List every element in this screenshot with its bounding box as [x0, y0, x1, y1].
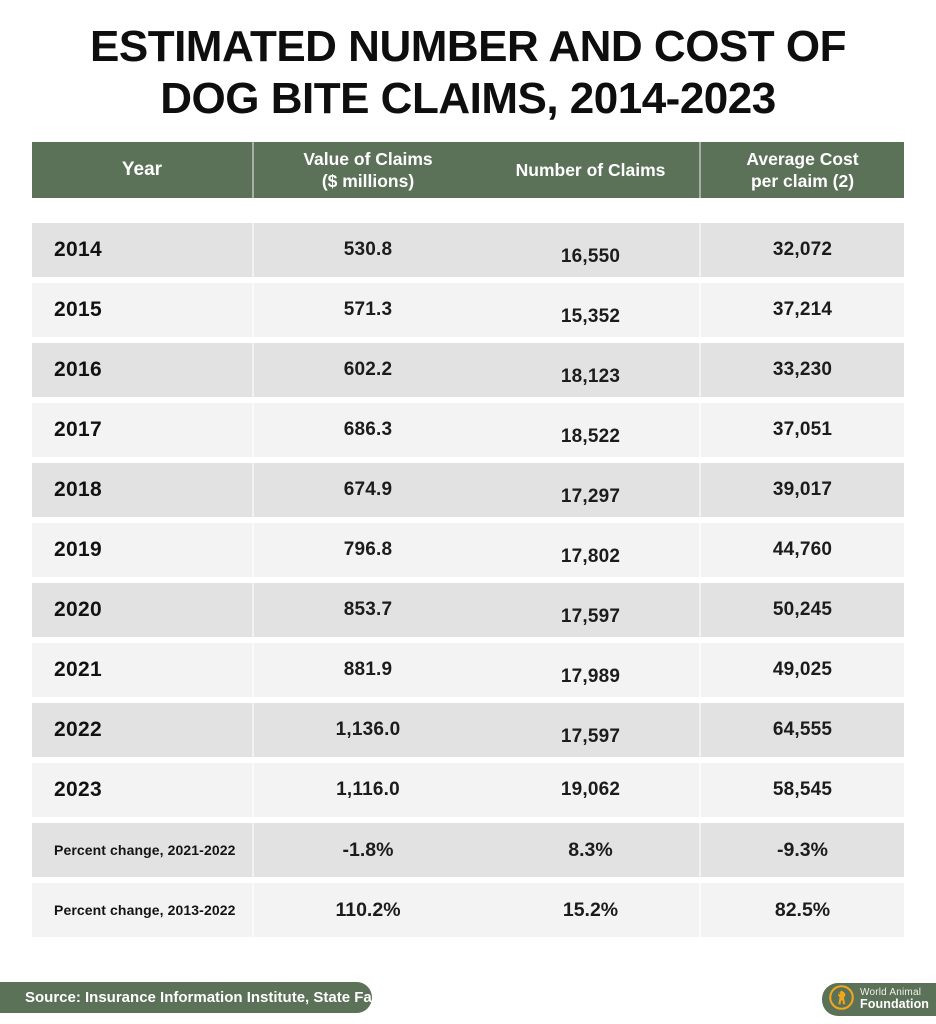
- percent-change-row: Percent change, 2013-2022 110.2% 15.2% 8…: [32, 883, 904, 937]
- avg-cost-cell: 32,072: [699, 223, 904, 277]
- value-cell: 796.8: [252, 523, 482, 577]
- column-header-number: Number of Claims: [482, 142, 699, 198]
- number-cell: 18,123: [560, 366, 621, 387]
- brand-bar: World Animal Foundation: [822, 983, 936, 1016]
- table-row: 2022 1,136.0 17,597 64,555: [32, 703, 904, 757]
- value-cell: 853.7: [252, 583, 482, 637]
- avg-cost-cell: 64,555: [699, 703, 904, 757]
- percent-number-cell: 15.2%: [562, 898, 619, 921]
- table-row: 2017 686.3 18,522 37,051: [32, 403, 904, 457]
- table-row: 2023 1,116.0 19,062 58,545: [32, 763, 904, 817]
- percent-change-row: Percent change, 2021-2022 -1.8% 8.3% -9.…: [32, 823, 904, 877]
- page-title-line2: DOG BITE CLAIMS, 2014-2023: [160, 74, 776, 123]
- year-cell: 2019: [54, 538, 102, 561]
- table-row: 2020 853.7 17,597 50,245: [32, 583, 904, 637]
- percent-avg-cost-cell: -9.3%: [699, 823, 904, 877]
- avg-cost-cell: 37,214: [699, 283, 904, 337]
- column-header-value: Value of Claims ($ millions): [252, 142, 482, 198]
- number-cell: 17,989: [560, 666, 621, 687]
- column-header-avg-cost: Average Cost per claim (2): [699, 142, 904, 198]
- table-row: 2016 602.2 18,123 33,230: [32, 343, 904, 397]
- column-header-year: Year: [32, 142, 252, 198]
- number-cell: 18,522: [560, 426, 621, 447]
- number-cell: 15,352: [560, 306, 621, 327]
- value-cell: 686.3: [252, 403, 482, 457]
- avg-cost-cell: 37,051: [699, 403, 904, 457]
- year-cell: 2021: [54, 658, 102, 681]
- source-bar: Source: Insurance Information Institute,…: [0, 982, 391, 1013]
- percent-avg-cost-cell: 82.5%: [699, 883, 904, 937]
- number-cell: 19,062: [560, 779, 621, 800]
- percent-label-cell: Percent change, 2021-2022: [54, 842, 236, 858]
- avg-cost-cell: 58,545: [699, 763, 904, 817]
- page-title-line1: ESTIMATED NUMBER AND COST OF: [90, 22, 846, 71]
- value-cell: 1,116.0: [252, 763, 482, 817]
- number-cell: 17,802: [560, 546, 621, 567]
- brand-text: World Animal Foundation: [860, 986, 930, 1012]
- page-title: ESTIMATED NUMBER AND COST OF DOG BITE CL…: [0, 21, 936, 125]
- percent-number-cell: 8.3%: [568, 838, 613, 861]
- table-header: Year Value of Claims ($ millions) Number…: [32, 142, 904, 198]
- value-cell: 881.9: [252, 643, 482, 697]
- column-header-year-label: Year: [121, 159, 163, 180]
- table-row: 2015 571.3 15,352 37,214: [32, 283, 904, 337]
- avg-cost-cell: 33,230: [699, 343, 904, 397]
- brand-name-line2: Foundation: [860, 997, 930, 1012]
- value-cell: 674.9: [252, 463, 482, 517]
- number-cell: 17,597: [560, 726, 621, 747]
- table-row: 2014 530.8 16,550 32,072: [32, 223, 904, 277]
- column-header-value-label: Value of Claims: [303, 149, 433, 169]
- source-text: Source: Insurance Information Institute,…: [25, 989, 391, 1006]
- brand-name-line1: World Animal: [860, 986, 922, 998]
- table-row: 2021 881.9 17,989 49,025: [32, 643, 904, 697]
- value-cell: 1,136.0: [252, 703, 482, 757]
- number-cell: 16,550: [560, 246, 621, 267]
- avg-cost-cell: 49,025: [699, 643, 904, 697]
- year-cell: 2018: [54, 478, 102, 501]
- year-cell: 2023: [54, 778, 102, 801]
- column-header-number-label: Number of Claims: [515, 160, 666, 180]
- year-cell: 2020: [54, 598, 102, 621]
- year-cell: 2016: [54, 358, 102, 381]
- percent-value-cell: 110.2%: [252, 883, 482, 937]
- column-header-avg-cost-label: Average Cost: [746, 149, 859, 169]
- table-row: 2018 674.9 17,297 39,017: [32, 463, 904, 517]
- year-cell: 2015: [54, 298, 102, 321]
- value-cell: 602.2: [252, 343, 482, 397]
- column-header-avg-cost-sublabel: per claim (2): [750, 171, 855, 191]
- year-cell: 2014: [54, 238, 102, 261]
- avg-cost-cell: 50,245: [699, 583, 904, 637]
- year-cell: 2022: [54, 718, 102, 741]
- number-cell: 17,597: [560, 606, 621, 627]
- percent-label-cell: Percent change, 2013-2022: [54, 902, 236, 918]
- avg-cost-cell: 44,760: [699, 523, 904, 577]
- dog-in-circle-icon: [828, 984, 855, 1016]
- year-cell: 2017: [54, 418, 102, 441]
- value-cell: 571.3: [252, 283, 482, 337]
- value-cell: 530.8: [252, 223, 482, 277]
- table-body: 2014 530.8 16,550 32,072 2015 571.3 15,3…: [32, 223, 904, 943]
- avg-cost-cell: 39,017: [699, 463, 904, 517]
- number-cell: 17,297: [560, 486, 621, 507]
- column-header-value-sublabel: ($ millions): [321, 171, 415, 191]
- percent-value-cell: -1.8%: [252, 823, 482, 877]
- table-row: 2019 796.8 17,802 44,760: [32, 523, 904, 577]
